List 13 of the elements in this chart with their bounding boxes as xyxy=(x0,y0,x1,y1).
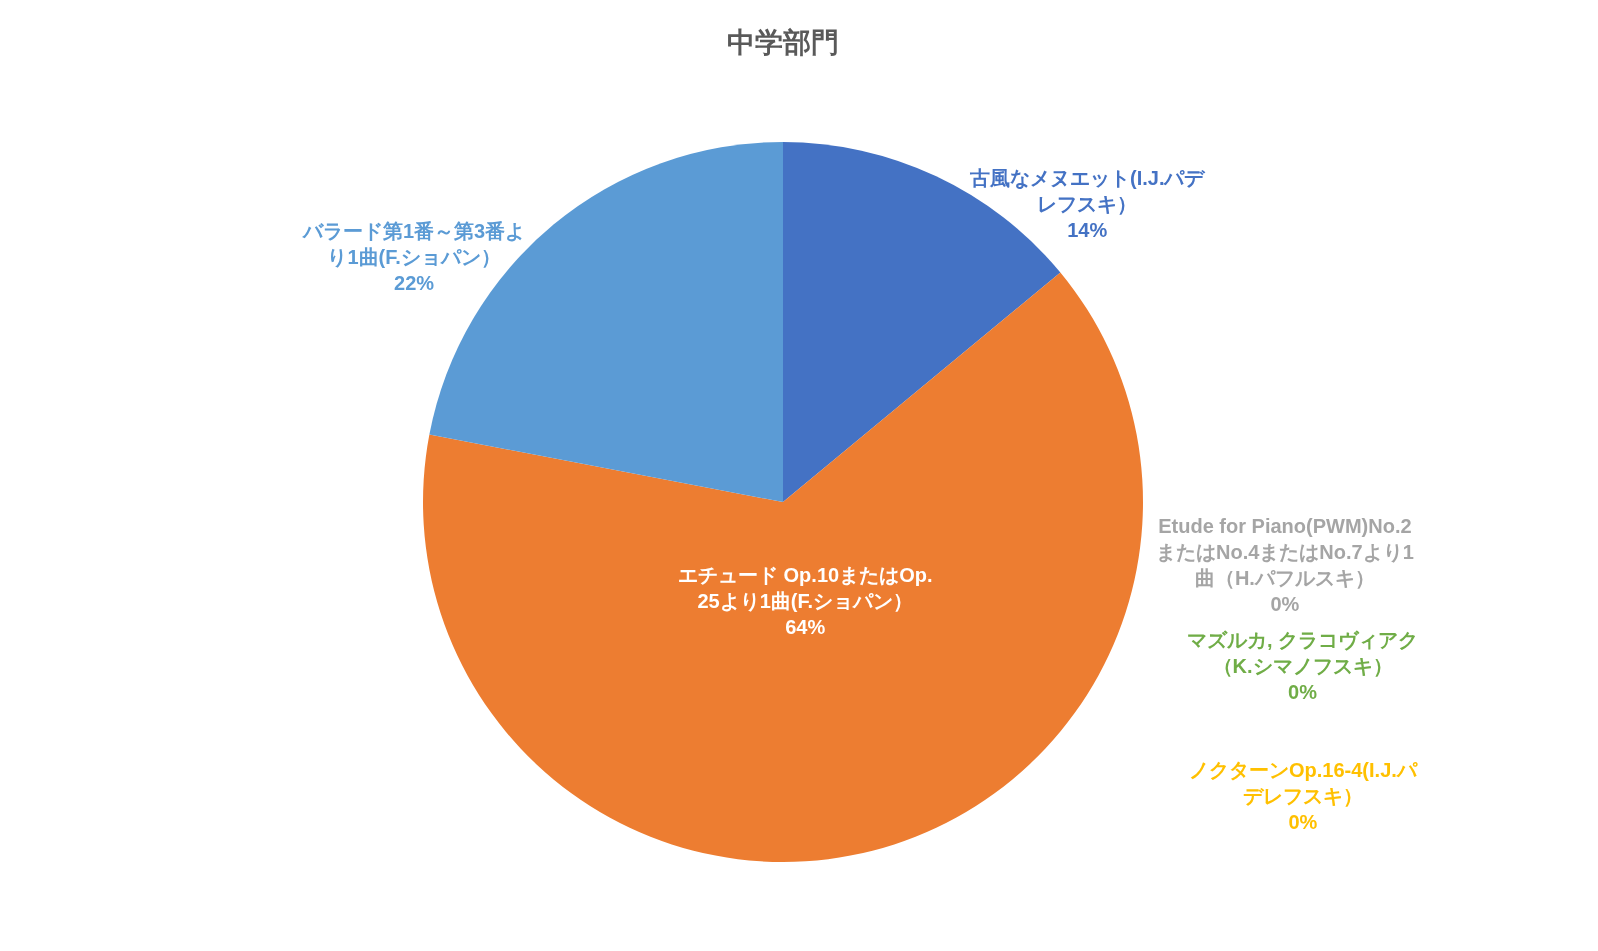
slice-label: エチュード Op.10またはOp.25より1曲(F.ショパン） xyxy=(678,564,933,612)
data-label: 14% xyxy=(1067,219,1108,241)
category-label: ノクターンOp.16-4(I.J.パデレフスキ） xyxy=(1189,759,1417,807)
slice-label: 古風なメヌエット(I.J.パデレフスキ） xyxy=(969,167,1207,215)
data-label: 64% xyxy=(785,616,826,638)
category-label: Etude for Piano(PWM)No.2またはNo.4またはNo.7より1曲（H.パフルスキ） xyxy=(1156,515,1414,589)
data-label: 22% xyxy=(394,272,435,294)
chart-title: 中学部門 xyxy=(727,26,839,58)
text: 0% xyxy=(1288,681,1318,703)
category-label: マズルカ, クラコヴィアク（K.シマノフスキ） xyxy=(1187,629,1419,677)
text: 0% xyxy=(1288,811,1318,833)
text: 0% xyxy=(1270,593,1300,615)
slice-label: バラード第1番～第3番より1曲(F.ショパン） xyxy=(302,220,526,268)
